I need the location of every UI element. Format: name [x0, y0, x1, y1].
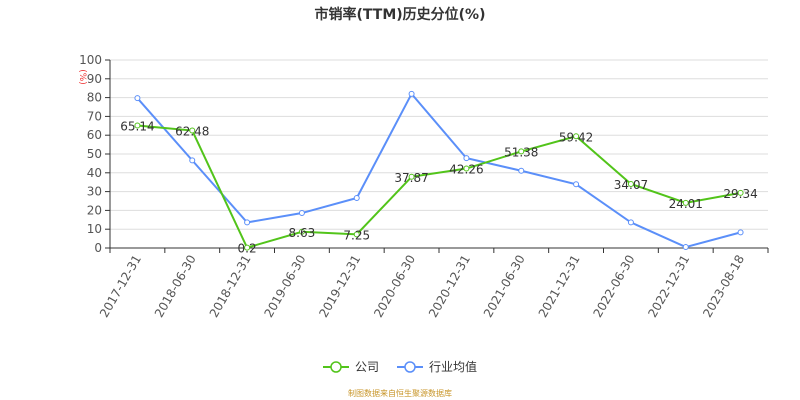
- data-point: [408, 90, 415, 97]
- x-tick-label: 2018-12-31: [207, 253, 254, 320]
- legend-label: 公司: [354, 360, 379, 374]
- data-label: 59.42: [559, 130, 593, 144]
- data-point: [573, 133, 580, 140]
- x-tick-label: 2022-12-31: [645, 253, 692, 320]
- x-tick-label: 2022-06-30: [591, 253, 638, 320]
- y-tick-label: 20: [87, 203, 102, 217]
- y-tick-label: 40: [87, 166, 102, 180]
- data-label: 42.26: [449, 163, 483, 177]
- series-industry-average: [134, 90, 744, 251]
- data-label: 51.38: [504, 145, 538, 159]
- chart-title: 市销率(TTM)历史分位(%): [314, 7, 486, 23]
- x-tick-label: 2019-12-31: [316, 253, 363, 320]
- data-label: 62.48: [175, 125, 209, 139]
- y-tick-label: 30: [87, 185, 102, 199]
- legend-item[interactable]: 行业均值: [397, 358, 477, 375]
- data-label: 24.01: [669, 197, 703, 211]
- y-tick-label: 50: [87, 147, 102, 161]
- x-tick-label: 2021-06-30: [481, 253, 528, 320]
- legend: 公司 行业均值: [0, 358, 800, 375]
- legend-line-circle-icon: [322, 360, 349, 373]
- data-point: [298, 228, 305, 235]
- x-tick-label: 2019-06-30: [262, 253, 309, 320]
- y-axis-label: (%): [77, 69, 87, 85]
- data-label: 8.63: [289, 226, 316, 240]
- data-label: 0.2: [238, 242, 257, 256]
- y-tick-label: 10: [87, 222, 102, 236]
- series-line: [137, 124, 741, 249]
- y-tick-label: 70: [87, 109, 102, 123]
- x-tick-label: 2018-06-30: [152, 253, 199, 320]
- y-tick-label: 80: [87, 91, 102, 105]
- source-note: 制图数据来自恒生聚源数据库: [348, 389, 452, 398]
- data-point: [189, 127, 196, 134]
- x-tick-label: 2021-12-31: [536, 253, 583, 320]
- data-point: [244, 244, 251, 251]
- data-point: [353, 194, 360, 201]
- data-point: [134, 95, 141, 102]
- data-point: [408, 173, 415, 180]
- data-point: [134, 122, 141, 129]
- legend-item[interactable]: 公司: [322, 358, 379, 375]
- series-line: [136, 92, 741, 249]
- data-point: [518, 148, 525, 155]
- data-point: [682, 199, 689, 206]
- x-tick-label: 2020-06-30: [371, 253, 418, 320]
- data-point: [573, 181, 580, 188]
- legend-label: 行业均值: [429, 360, 478, 374]
- data-label: 65.14: [120, 120, 154, 134]
- data-label: 37.87: [394, 171, 428, 185]
- y-tick-label: 0: [94, 241, 102, 255]
- data-point: [353, 231, 360, 238]
- data-point: [518, 167, 525, 174]
- data-point: [627, 180, 634, 187]
- x-tick-label: 2017-12-31: [97, 253, 144, 320]
- data-point: [737, 189, 744, 196]
- legend-line-circle-icon: [397, 360, 423, 373]
- data-point: [627, 219, 634, 226]
- data-point: [682, 244, 689, 251]
- data-label: 34.07: [614, 178, 648, 192]
- data-point: [189, 157, 196, 164]
- x-tick-label: 2020-12-31: [426, 253, 473, 320]
- data-point: [737, 229, 744, 236]
- y-tick-label: 60: [87, 128, 102, 142]
- data-label: 7.25: [343, 228, 370, 242]
- y-tick-label: 100: [79, 53, 102, 67]
- data-point: [244, 219, 251, 226]
- data-label: 29.34: [723, 187, 757, 201]
- series-company: [134, 122, 744, 251]
- data-point: [463, 165, 470, 172]
- data-point: [298, 210, 305, 217]
- data-point: [463, 155, 470, 162]
- x-tick-label: 2023-08-18: [700, 253, 747, 320]
- y-tick-label: 90: [87, 72, 102, 86]
